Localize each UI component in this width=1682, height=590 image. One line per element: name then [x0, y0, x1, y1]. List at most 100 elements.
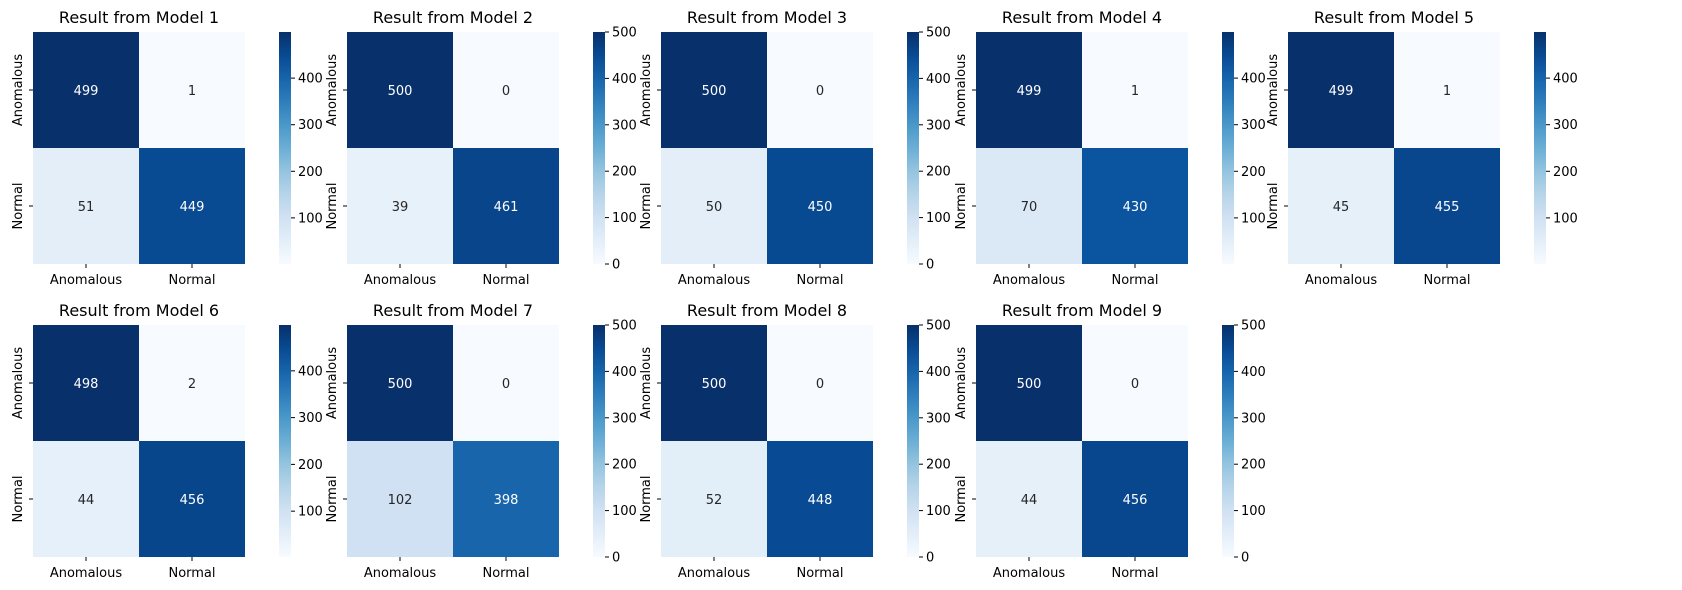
y-tick-label: Normal [325, 475, 340, 522]
colorbar-tick-label: 400 [612, 365, 637, 380]
colorbar-tick-label: 200 [1553, 165, 1578, 180]
x-tick-label: Normal [796, 566, 843, 581]
cell-value-label: 0 [816, 84, 824, 99]
colorbar-tick-label: 500 [1241, 319, 1266, 334]
heatmap-cell [767, 441, 873, 557]
chart-title: Result from Model 9 [1002, 301, 1162, 320]
y-tick-label: Normal [954, 475, 969, 522]
cell-value-label: 456 [1123, 493, 1148, 508]
colorbar-tick-label: 0 [926, 258, 934, 273]
cell-value-label: 500 [702, 84, 727, 99]
colorbar-tick-label: 500 [926, 319, 951, 334]
heatmap-panel-8: 500 0 52 448 Result from Model 8 Anomalous Nor… [639, 301, 951, 581]
colorbar-tick-label: 300 [612, 411, 637, 426]
heatmap-cell [1082, 441, 1188, 557]
cell-value-label: 50 [706, 200, 723, 215]
colorbar-tick-label: 200 [1241, 165, 1266, 180]
cell-value-label: 2 [188, 377, 196, 392]
colorbar [907, 32, 919, 264]
heatmap-cell [1288, 148, 1394, 264]
heatmap-panel-1: 499 1 51 449 Result from Model 1 Anomalous Nor… [11, 8, 323, 288]
heatmap-cell [661, 148, 767, 264]
colorbar [593, 32, 605, 264]
heatmap-cell [1082, 325, 1188, 441]
x-tick-label: Normal [1423, 273, 1470, 288]
colorbar-tick-label: 300 [298, 118, 323, 133]
y-tick-label: Anomalous [639, 54, 654, 127]
cell-value-label: 499 [1329, 84, 1354, 99]
y-tick-label: Anomalous [1266, 54, 1281, 127]
colorbar-tick-label: 400 [612, 72, 637, 87]
cell-value-label: 0 [502, 377, 510, 392]
cell-value-label: 398 [494, 493, 519, 508]
heatmap-cell [1082, 32, 1188, 148]
colorbar-tick-label: 500 [926, 26, 951, 41]
cell-value-label: 0 [816, 377, 824, 392]
colorbar [279, 32, 291, 264]
x-tick-label: Normal [1111, 273, 1158, 288]
colorbar-tick-label: 400 [926, 72, 951, 87]
x-tick-label: Normal [482, 273, 529, 288]
x-tick-label: Normal [796, 273, 843, 288]
heatmap-cell [139, 325, 245, 441]
x-tick-label: Anomalous [678, 566, 751, 581]
colorbar-tick-label: 0 [926, 551, 934, 566]
heatmap-cell [1082, 148, 1188, 264]
y-tick-label: Anomalous [954, 54, 969, 127]
y-tick-label: Anomalous [325, 347, 340, 420]
colorbar-tick-label: 300 [612, 118, 637, 133]
cell-value-label: 45 [1333, 200, 1350, 215]
x-tick-label: Anomalous [993, 273, 1066, 288]
y-tick-label: Anomalous [954, 347, 969, 420]
heatmap-cell [661, 441, 767, 557]
cell-value-label: 52 [706, 493, 723, 508]
heatmap-panel-5: 499 1 45 455 Result from Model 5 Anomalous Nor… [1266, 8, 1578, 288]
x-tick-label: Anomalous [364, 566, 437, 581]
colorbar-tick-label: 0 [1241, 551, 1249, 566]
colorbar-tick-label: 100 [612, 211, 637, 226]
cell-value-label: 1 [1443, 84, 1451, 99]
heatmap-cell [453, 325, 559, 441]
colorbar-tick-label: 100 [926, 211, 951, 226]
colorbar [1222, 325, 1234, 557]
chart-title: Result from Model 4 [1002, 8, 1162, 27]
cell-value-label: 500 [388, 84, 413, 99]
colorbar-tick-label: 200 [612, 165, 637, 180]
heatmap-cell [976, 441, 1082, 557]
heatmap-cell [33, 148, 139, 264]
heatmap-cell [453, 441, 559, 557]
cell-value-label: 51 [78, 200, 95, 215]
x-tick-label: Anomalous [993, 566, 1066, 581]
y-tick-label: Normal [954, 182, 969, 229]
heatmap-panel-9: 500 0 44 456 Result from Model 9 Anomalous Nor… [954, 301, 1266, 581]
colorbar-tick-label: 400 [298, 364, 323, 379]
x-tick-label: Anomalous [678, 273, 751, 288]
y-tick-label: Normal [639, 182, 654, 229]
colorbar-tick-label: 300 [298, 411, 323, 426]
colorbar-tick-label: 200 [298, 165, 323, 180]
heatmap-cell [661, 325, 767, 441]
heatmap-cell [347, 441, 453, 557]
y-tick-label: Normal [1266, 182, 1281, 229]
colorbar-tick-label: 100 [298, 211, 323, 226]
y-tick-label: Normal [11, 182, 26, 229]
heatmap-cell [347, 148, 453, 264]
chart-title: Result from Model 3 [687, 8, 847, 27]
cell-value-label: 499 [1017, 84, 1042, 99]
x-tick-label: Normal [168, 273, 215, 288]
cell-value-label: 450 [808, 200, 833, 215]
chart-title: Result from Model 5 [1314, 8, 1474, 27]
colorbar [1222, 32, 1234, 264]
colorbar-tick-label: 400 [1241, 365, 1266, 380]
cell-value-label: 1 [188, 84, 196, 99]
colorbar-tick-label: 500 [612, 26, 637, 41]
x-tick-label: Anomalous [50, 566, 123, 581]
cell-value-label: 39 [392, 200, 409, 215]
chart-title: Result from Model 1 [59, 8, 219, 27]
colorbar-tick-label: 100 [1241, 504, 1266, 519]
colorbar-tick-label: 100 [926, 504, 951, 519]
heatmap-cell [976, 32, 1082, 148]
colorbar-tick-label: 200 [298, 458, 323, 473]
heatmap-cell [139, 148, 245, 264]
cell-value-label: 456 [180, 493, 205, 508]
